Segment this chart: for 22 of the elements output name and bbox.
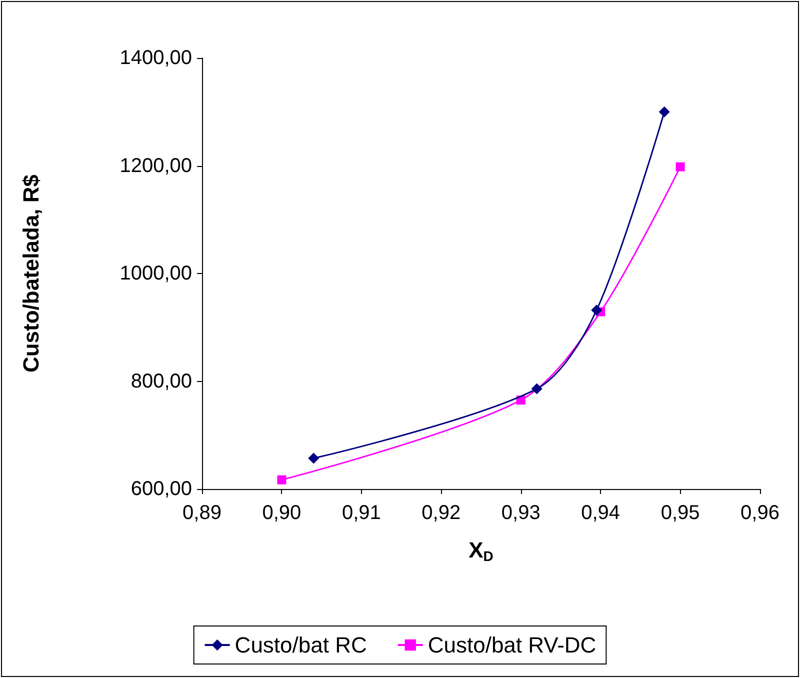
point: [676, 162, 685, 172]
point: [277, 475, 286, 484]
x-tick-label: 0,90: [262, 502, 302, 524]
y-tick-label: 1000,00: [120, 262, 192, 284]
legend-label: Custo/bat RV-DC: [428, 632, 596, 658]
x-tick-label: 0,89: [182, 502, 222, 524]
y-tick-label: 1200,00: [120, 154, 192, 177]
x-tick-label: 0,92: [422, 502, 461, 524]
x-tick-label: 0,91: [342, 502, 381, 524]
legend-label: Custo/bat RC: [234, 632, 367, 658]
point: [591, 304, 602, 316]
x-tick-label: 0,93: [501, 502, 540, 524]
y-tick-label: 600,00: [130, 478, 192, 500]
x-tick-label: 0,94: [581, 502, 620, 524]
y-axis-title: Custo/batelada, R$: [18, 174, 44, 373]
point: [308, 452, 320, 464]
y-tick-label: 800,00: [130, 370, 192, 392]
point: [658, 106, 670, 118]
point: [531, 383, 542, 394]
y-tick-label: 1400,00: [120, 47, 192, 69]
x-tick-label: 0,96: [740, 502, 780, 524]
x-tick-label: 0,95: [660, 502, 700, 524]
